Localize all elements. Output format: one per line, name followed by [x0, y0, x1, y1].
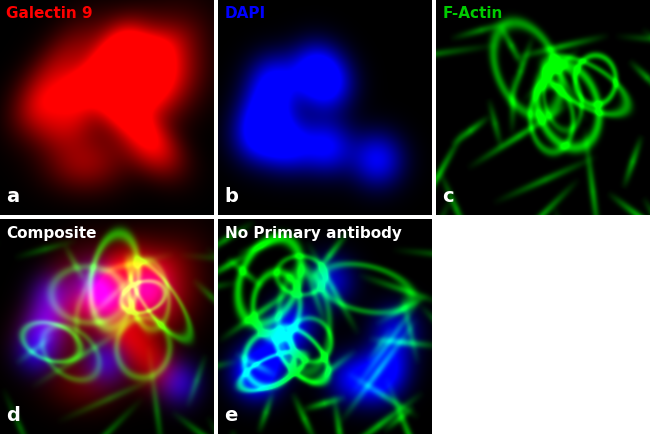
Text: DAPI: DAPI [224, 7, 266, 21]
Text: Composite: Composite [6, 226, 97, 240]
Text: Galectin 9: Galectin 9 [6, 7, 93, 21]
Text: c: c [443, 187, 454, 206]
Text: a: a [6, 187, 20, 206]
Text: F-Actin: F-Actin [443, 7, 503, 21]
Text: d: d [6, 406, 20, 425]
Text: No Primary antibody: No Primary antibody [224, 226, 402, 240]
Text: b: b [224, 187, 239, 206]
Text: e: e [224, 406, 238, 425]
